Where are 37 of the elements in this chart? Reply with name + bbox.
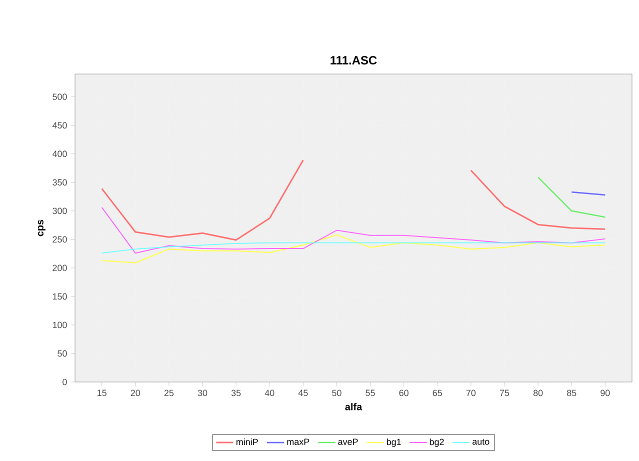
chart-title: 111.ASC	[330, 56, 377, 64]
legend-label: miniP	[236, 438, 258, 446]
y-axis-title: cps	[38, 220, 46, 236]
x-tick-label: 65	[432, 390, 442, 396]
legend-label: maxP	[287, 438, 310, 445]
y-tick-label: 0	[62, 378, 67, 386]
y-tick-label: 100	[52, 322, 67, 328]
y-tick-label: 400	[52, 150, 67, 158]
y-tick-label: 50	[58, 350, 67, 357]
x-tick-label: 90	[600, 390, 610, 396]
legend-label: bg2	[430, 438, 444, 447]
x-tick-label: 60	[399, 390, 408, 396]
y-tick-label: 200	[52, 264, 67, 272]
y-tick-label: 250	[52, 236, 67, 243]
x-tick-label: 30	[198, 390, 208, 396]
x-tick-label: 25	[164, 390, 174, 396]
x-tick-label: 40	[264, 390, 274, 396]
x-tick-label: 35	[231, 390, 241, 396]
y-tick-label: 350	[52, 179, 67, 186]
y-tick-label: 150	[52, 293, 67, 300]
x-tick-label: 15	[98, 390, 106, 396]
x-tick-label: 80	[533, 390, 543, 396]
legend-label: aveP	[338, 438, 358, 445]
x-tick-label: 50	[332, 390, 342, 396]
legend-label: auto	[472, 438, 490, 445]
x-tick-label: 55	[366, 390, 375, 396]
y-tick-label: 300	[52, 208, 67, 214]
x-tick-label: 45	[298, 390, 308, 396]
x-tick-label: 85	[567, 390, 576, 396]
y-tick-label: 500	[52, 94, 67, 100]
y-tick-label: 450	[52, 122, 67, 129]
legend-label: bg1	[386, 438, 401, 447]
line-series	[101, 234, 606, 264]
x-tick-label: 75	[500, 390, 510, 396]
x-axis-title: alfa	[345, 402, 362, 410]
x-tick-label: 70	[466, 390, 476, 396]
x-tick-label: 20	[130, 390, 140, 396]
